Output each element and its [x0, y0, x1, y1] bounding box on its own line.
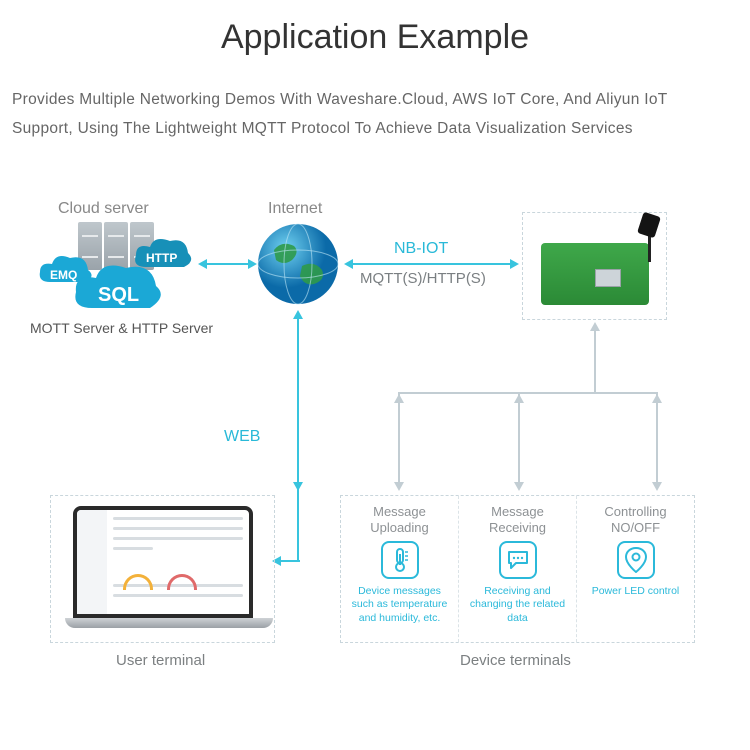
globe-icon: [256, 222, 340, 306]
web-label: WEB: [224, 428, 260, 446]
arrowhead-icon: [514, 482, 524, 491]
device-terminals-caption: Device terminals: [460, 652, 571, 669]
arrow-board-devices-v: [594, 330, 596, 392]
arrowhead-icon: [293, 310, 303, 319]
cloud-server-label: Cloud server: [58, 200, 149, 218]
laptop-screen-icon: [73, 506, 253, 618]
pcb-icon: [541, 243, 649, 305]
arrow-devices-h: [398, 392, 658, 394]
arrowhead-icon: [394, 482, 404, 491]
chat-icon: [499, 541, 537, 579]
arrowhead-icon: [510, 259, 519, 269]
page-title: Application Example: [0, 0, 750, 57]
arrow-internet-board: [352, 263, 512, 265]
antenna-icon: [638, 216, 660, 262]
device-col-upload: Message Uploading Device messages such a…: [341, 496, 459, 642]
device-col-title: Message Receiving: [465, 504, 570, 537]
arrow-drop-1: [398, 392, 400, 484]
chip-icon: [595, 269, 621, 287]
page-subtitle: Provides Multiple Networking Demos With …: [0, 57, 750, 144]
cloud-server-graphic: EMQ HTTP SQL: [40, 222, 200, 317]
mqtt-label: MQTT(S)/HTTP(S): [360, 270, 486, 287]
cloud-server-caption: MOTT Server & HTTP Server: [30, 320, 213, 336]
device-col-desc: Receiving and changing the related data: [465, 585, 570, 626]
user-terminal-graphic: [50, 495, 275, 643]
arrowhead-icon: [652, 482, 662, 491]
arrowhead-icon: [590, 322, 600, 331]
arrow-drop-3: [656, 392, 658, 484]
arrow-internet-user-v: [297, 318, 299, 484]
device-terminals-panel: Message Uploading Device messages such a…: [340, 495, 695, 643]
arrowhead-icon: [248, 259, 257, 269]
thermometer-icon: [381, 541, 419, 579]
arrow-cloud-internet: [206, 263, 250, 265]
device-col-receive: Message Receiving Receiving and changing…: [459, 496, 577, 642]
device-col-desc: Power LED control: [583, 585, 688, 599]
sql-badge: SQL: [98, 284, 139, 307]
device-col-title: Message Uploading: [347, 504, 452, 537]
device-col-desc: Device messages such as temperature and …: [347, 585, 452, 626]
architecture-diagram: Cloud server EMQ HTTP SQL MOTT Server & …: [40, 200, 710, 720]
arrowhead-icon: [394, 394, 404, 403]
arrow-user-corner: [297, 484, 299, 561]
iot-board-graphic: [522, 212, 667, 320]
cloud-sql-icon: SQL: [70, 262, 166, 320]
arrowhead-icon: [198, 259, 207, 269]
device-col-title: Controlling NO/OFF: [583, 504, 688, 537]
pin-icon: [617, 541, 655, 579]
device-col-control: Controlling NO/OFF Power LED control: [577, 496, 694, 642]
arrow-drop-2: [518, 392, 520, 484]
internet-label: Internet: [268, 200, 322, 218]
arrowhead-icon: [652, 394, 662, 403]
user-terminal-caption: User terminal: [116, 652, 205, 669]
nbiot-label: NB-IOT: [394, 240, 448, 258]
arrowhead-icon: [344, 259, 353, 269]
arrowhead-icon: [514, 394, 524, 403]
